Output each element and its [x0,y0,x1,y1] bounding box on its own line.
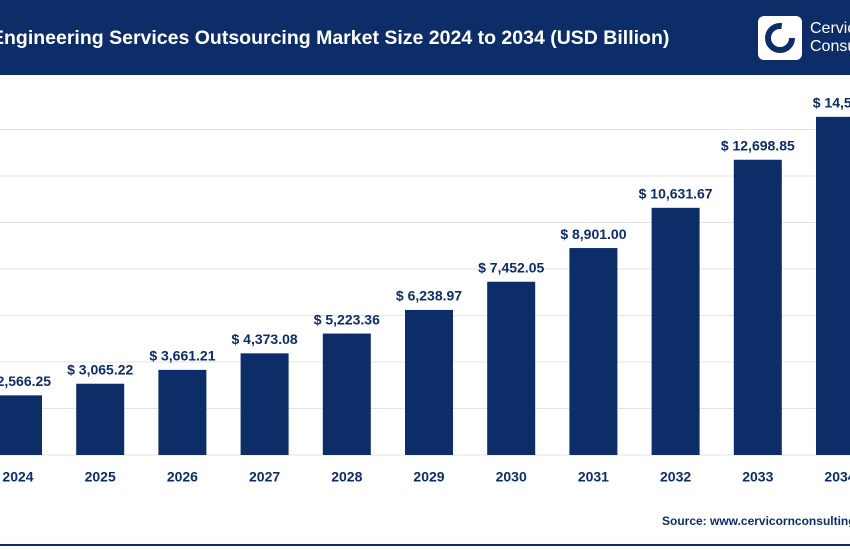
brand-name: Consulting [810,38,850,55]
bar [240,353,289,455]
x-tick-label: 2025 [85,469,116,485]
x-tick-label: 2026 [167,469,198,485]
brand-name: Cervicorn [810,20,850,37]
value-label: $ 5,223.36 [314,311,380,327]
chart-title: Engineering Services Outsourcing Market … [0,27,669,49]
header-bar [0,0,850,75]
value-label: $ 14,545 [813,95,850,111]
value-label: $ 10,631.67 [639,186,713,202]
value-label: $ 3,661.21 [149,348,215,364]
x-tick-label: 2028 [331,469,362,485]
x-tick-label: 2034 [824,469,850,485]
value-label: $ 2,566.25 [0,373,51,389]
logo-mark [765,23,795,53]
bar [405,309,453,455]
x-tick-label: 2032 [660,469,691,485]
bar [816,116,850,456]
value-label: $ 12,698.85 [721,137,795,153]
logo-icon [758,16,802,60]
value-label: $ 6,238.97 [396,288,462,304]
x-tick-label: 2029 [413,469,444,485]
x-tick-label: 2030 [496,469,527,485]
value-label: $ 8,901.00 [560,226,626,242]
bar [651,207,700,455]
bar [322,333,371,455]
bar [158,369,207,455]
x-tick-label: 2031 [578,469,609,485]
value-label: $ 3,065.22 [67,361,133,377]
x-tick-label: 2027 [249,469,280,485]
bar [0,395,42,455]
bar [487,281,536,455]
bar [76,383,125,455]
x-tick-label: 2024 [2,469,33,485]
source-note: Source: www.cervicornconsulting.com [662,514,850,528]
x-tick-label: 2033 [742,469,773,485]
value-label: $ 4,373.08 [232,331,298,347]
bar [733,159,782,455]
value-label: $ 7,452.05 [478,259,544,275]
bar [569,248,618,455]
